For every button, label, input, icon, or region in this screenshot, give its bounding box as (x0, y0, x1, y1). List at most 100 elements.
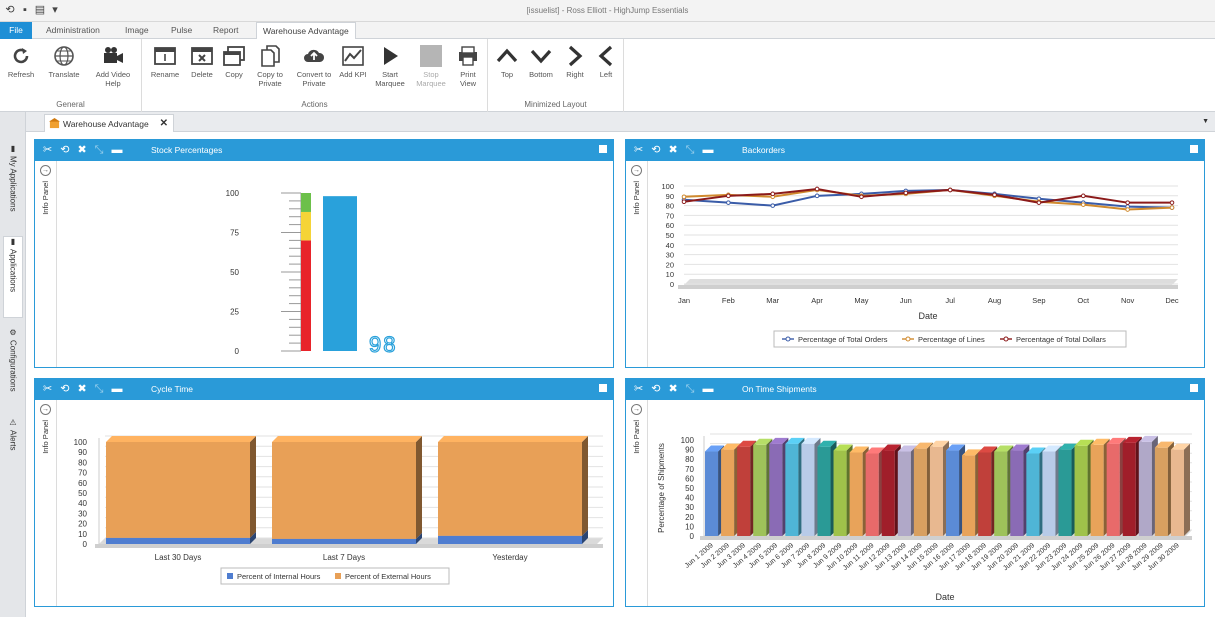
layout-top-button[interactable]: Top (492, 44, 522, 79)
chart-type-icon[interactable]: ▬ (111, 144, 123, 156)
maximize-icon[interactable] (1190, 145, 1198, 153)
shipment-bar (897, 451, 911, 536)
tab-file[interactable]: File (0, 22, 32, 39)
print-view-button[interactable]: Print View (452, 44, 484, 88)
chart-type-icon[interactable]: ▬ (702, 144, 714, 156)
side-tab-alerts[interactable]: ⚠ Alerts (3, 418, 23, 464)
minimize-icon[interactable]: ⤡ (685, 383, 695, 395)
info-panel[interactable]: → Info Panel (626, 161, 648, 367)
maximize-icon[interactable] (599, 145, 607, 153)
x-tick-label: Oct (1077, 296, 1090, 305)
tab-report[interactable]: Report (213, 25, 239, 35)
bar-top (1154, 441, 1174, 448)
cloud-upload-icon (304, 49, 325, 62)
tab-administration[interactable]: Administration (46, 25, 100, 35)
refresh-icon[interactable]: ⟲ (60, 383, 70, 395)
print-icon[interactable]: ▤ (34, 4, 46, 16)
layout-left-button[interactable]: Left (592, 44, 620, 79)
info-panel[interactable]: → Info Panel (626, 400, 648, 606)
start-marquee-button[interactable]: Start Marquee (370, 44, 410, 88)
refresh-button[interactable]: Refresh (4, 44, 38, 79)
x-tick-label: Mar (766, 296, 779, 305)
add-kpi-button[interactable]: Add KPI (338, 44, 368, 79)
maximize-icon[interactable] (1190, 384, 1198, 392)
save-icon[interactable]: ▪ (23, 4, 27, 16)
tab-warehouse-advantage[interactable]: Warehouse Advantage (256, 22, 356, 40)
add-video-help-button[interactable]: Add Video Help (90, 44, 136, 88)
x-axis-title: Date (935, 592, 954, 602)
shipment-bar (1138, 441, 1152, 536)
copy-label: Copy (225, 70, 243, 79)
layout-right-button[interactable]: Right (560, 44, 590, 79)
delete-button[interactable]: Delete (186, 44, 218, 79)
delete-icon (191, 47, 213, 65)
refresh-icon[interactable]: ⟲ (651, 383, 661, 395)
minimize-icon[interactable]: ⤡ (685, 144, 695, 156)
copy-to-private-button[interactable]: Copy to Private (250, 44, 290, 88)
y-tick-label: 90 (78, 448, 87, 457)
stop-marquee-button[interactable]: Stop Marquee (412, 44, 450, 88)
tools-icon[interactable]: ✂ (634, 144, 644, 156)
x-tick-label: Nov (1121, 296, 1135, 305)
bar-top (769, 437, 789, 444)
printer-icon (459, 46, 477, 66)
dropdown-icon[interactable]: ▾ (52, 4, 58, 16)
refresh-icon[interactable]: ⟲ (651, 144, 661, 156)
bar-side (250, 436, 256, 538)
arrow-right-icon[interactable]: → (631, 404, 642, 415)
refresh-icon[interactable]: ⟲ (5, 4, 15, 16)
tab-pulse[interactable]: Pulse (171, 25, 193, 35)
y-tick-label: 90 (685, 446, 694, 455)
x-tick-label: Sep (1032, 296, 1045, 305)
bar-side (1184, 443, 1190, 536)
y-tick-label: 80 (78, 458, 87, 467)
y-tick-label: 30 (685, 503, 694, 512)
chart-type-icon[interactable]: ▬ (111, 383, 123, 395)
bar-top (946, 444, 966, 451)
close-icon[interactable]: ✕ (159, 117, 168, 129)
warning-icon: ⚠ (8, 418, 18, 427)
gauge-band (301, 240, 311, 351)
panel-stock-percentages: ✂ ⟲ ✖ ⤡ ▬ Stock Percentages → Info Panel… (34, 139, 614, 368)
minimize-icon[interactable]: ⤡ (94, 144, 104, 156)
y-tick-label: 100 (226, 189, 240, 198)
close-icon[interactable]: ✖ (77, 144, 87, 156)
document-tab-warehouse-advantage[interactable]: Warehouse Advantage ✕ (44, 114, 174, 132)
layout-bottom-button[interactable]: Bottom (524, 44, 558, 79)
tab-image[interactable]: Image (125, 25, 149, 35)
maximize-icon[interactable] (599, 384, 607, 392)
refresh-icon[interactable]: ⟲ (60, 144, 70, 156)
close-icon[interactable]: ✖ (668, 383, 678, 395)
y-tick-label: 60 (78, 479, 87, 488)
chevron-down-icon[interactable]: ▼ (1202, 118, 1209, 125)
shipment-bar (913, 448, 927, 536)
tools-icon[interactable]: ✂ (43, 144, 53, 156)
arrow-right-icon[interactable]: → (631, 165, 642, 176)
y-tick-label: 100 (661, 182, 674, 191)
ribbon-group-general: Refresh Translate Add Video Help General (0, 39, 142, 112)
convert-to-private-button[interactable]: Convert to Private (292, 44, 336, 88)
data-point (859, 194, 864, 200)
add-video-help-label: Add Video Help (95, 70, 131, 88)
shipment-bar (737, 446, 751, 536)
tools-icon[interactable]: ✂ (43, 383, 53, 395)
info-panel[interactable]: → Info Panel (35, 161, 57, 367)
bar-top (1058, 443, 1078, 450)
info-panel[interactable]: → Info Panel (35, 400, 57, 606)
group-label-general: General (56, 100, 85, 109)
side-tab-my-applications[interactable]: ▮ My Applications (3, 144, 23, 232)
tools-icon[interactable]: ✂ (634, 383, 644, 395)
side-tab-configurations[interactable]: ⚙ Configurations (3, 328, 23, 408)
chart-type-icon[interactable]: ▬ (702, 383, 714, 395)
arrow-right-icon[interactable]: → (40, 404, 51, 415)
translate-button[interactable]: Translate (42, 44, 86, 79)
minimize-icon[interactable]: ⤡ (94, 383, 104, 395)
close-icon[interactable]: ✖ (668, 144, 678, 156)
copy-button[interactable]: Copy (220, 44, 248, 79)
side-tab-applications[interactable]: ▮ Applications (3, 236, 23, 318)
legend-box (773, 330, 1127, 348)
shipment-bar (1170, 449, 1184, 536)
close-icon[interactable]: ✖ (77, 383, 87, 395)
rename-button[interactable]: Rename (146, 44, 184, 79)
arrow-right-icon[interactable]: → (40, 165, 51, 176)
